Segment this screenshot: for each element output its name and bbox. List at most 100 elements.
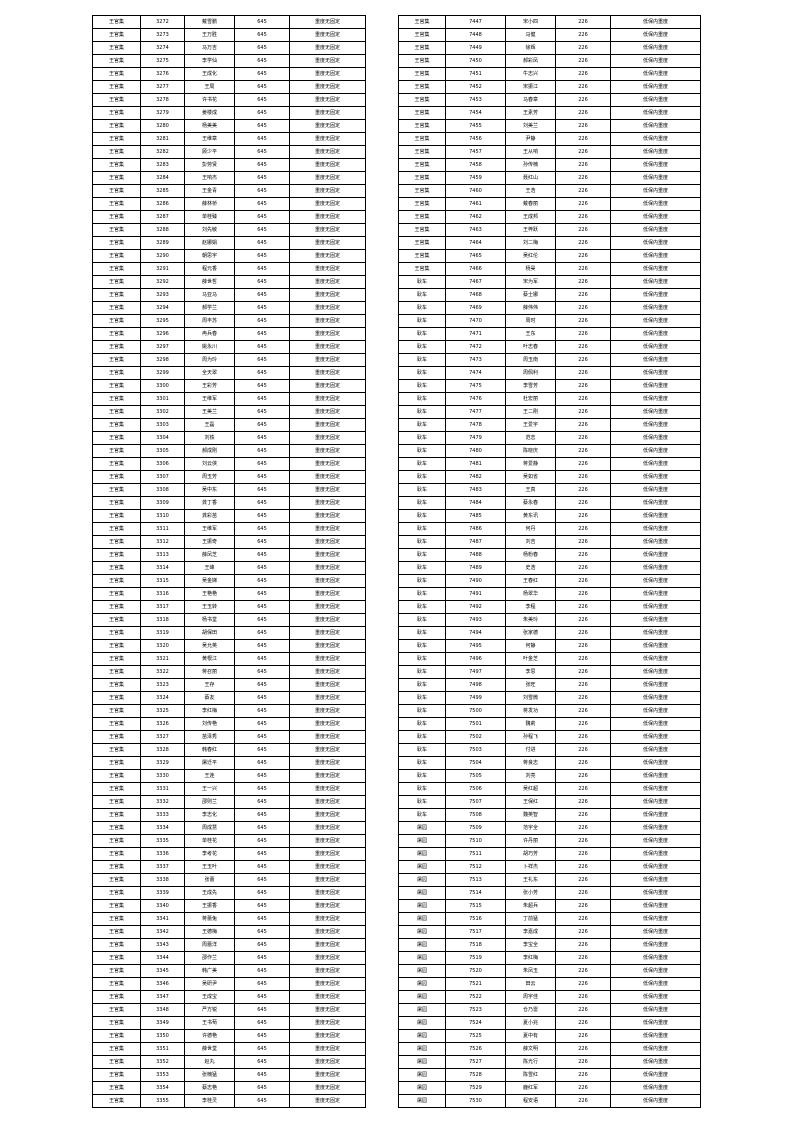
town-cell: 王官集 [92, 444, 141, 458]
town-cell: 王官集 [92, 41, 141, 55]
category-cell: 重度无固定 [289, 808, 366, 822]
town-cell: 耿车 [398, 418, 446, 432]
name-cell: 王玉转 [184, 600, 235, 614]
name-cell: 韩春红 [184, 743, 235, 757]
amount-cell: 226 [555, 353, 611, 367]
table-row: 屠园 7528 陈雪红 226 低保内重度 [398, 1068, 701, 1082]
category-cell: 低保内重度 [610, 600, 701, 614]
amount-cell: 226 [555, 249, 611, 263]
table-row: 王官集 3277 王局 645 重度无固定 [92, 80, 366, 94]
category-cell: 低保内重度 [610, 496, 701, 510]
town-cell: 屠园 [398, 977, 446, 991]
amount-cell: 226 [555, 1003, 611, 1017]
town-cell: 王官集 [398, 210, 446, 224]
category-cell: 重度无固定 [289, 106, 366, 120]
table-row: 耿车 7506 吴红超 226 低保内重度 [398, 782, 701, 796]
name-cell: 邵作兰 [184, 951, 235, 965]
town-cell: 屠园 [398, 1081, 446, 1095]
id-cell: 7519 [445, 951, 506, 965]
amount-cell: 645 [234, 548, 290, 562]
name-cell: 严方锐 [184, 1003, 235, 1017]
name-cell: 王一兴 [184, 782, 235, 796]
id-cell: 7489 [445, 561, 506, 575]
name-cell: 何丹 [505, 522, 556, 536]
table-row: 王官集 3291 程元香 645 重度无固定 [92, 262, 366, 276]
table-row: 王官集 7460 王浩 226 低保内重度 [398, 184, 701, 198]
name-cell: 刘铁 [184, 431, 235, 445]
id-cell: 7520 [445, 964, 506, 978]
town-cell: 屠园 [398, 1029, 446, 1043]
amount-cell: 226 [555, 769, 611, 783]
name-cell: 王维章 [184, 132, 235, 146]
amount-cell: 226 [555, 808, 611, 822]
id-cell: 7514 [445, 886, 506, 900]
id-cell: 7460 [445, 184, 506, 198]
id-cell: 3338 [140, 873, 185, 887]
category-cell: 低保内重度 [610, 392, 701, 406]
town-cell: 王官集 [398, 41, 446, 55]
name-cell: 黄东讯 [505, 509, 556, 523]
name-cell: 王真 [505, 483, 556, 497]
town-cell: 王官集 [92, 1068, 141, 1082]
id-cell: 3281 [140, 132, 185, 146]
table-row: 屠园 7526 薛文明 226 低保内重度 [398, 1042, 701, 1056]
id-cell: 3286 [140, 197, 185, 211]
name-cell: 宋振江 [505, 80, 556, 94]
town-cell: 王官集 [92, 340, 141, 354]
id-cell: 7458 [445, 158, 506, 172]
category-cell: 低保内重度 [610, 67, 701, 81]
town-cell: 王官集 [92, 639, 141, 653]
name-cell: 胡巧芳 [505, 847, 556, 861]
id-cell: 7477 [445, 405, 506, 419]
table-row: 王官集 3312 王振奇 645 重度无固定 [92, 535, 366, 549]
town-cell: 王官集 [92, 119, 141, 133]
table-row: 耿车 7504 蒋良志 226 低保内重度 [398, 756, 701, 770]
town-cell: 屠园 [398, 912, 446, 926]
amount-cell: 645 [234, 106, 290, 120]
name-cell: 王美兰 [184, 405, 235, 419]
amount-cell: 226 [555, 847, 611, 861]
amount-cell: 645 [234, 678, 290, 692]
id-cell: 7511 [445, 847, 506, 861]
table-row: 王官集 3318 杨书堂 645 重度无固定 [92, 613, 366, 627]
amount-cell: 645 [234, 470, 290, 484]
town-cell: 王官集 [398, 28, 446, 42]
category-cell: 重度无固定 [289, 626, 366, 640]
category-cell: 重度无固定 [289, 522, 366, 536]
town-cell: 王官集 [92, 327, 141, 341]
category-cell: 低保内重度 [610, 405, 701, 419]
amount-cell: 226 [555, 15, 611, 29]
category-cell: 重度无固定 [289, 509, 366, 523]
amount-cell: 645 [234, 860, 290, 874]
id-cell: 7475 [445, 379, 506, 393]
town-cell: 王官集 [92, 704, 141, 718]
id-cell: 7530 [445, 1094, 506, 1108]
table-row: 王官集 3314 王峰 645 重度无固定 [92, 561, 366, 575]
category-cell: 重度无固定 [289, 600, 366, 614]
category-cell: 重度无固定 [289, 80, 366, 94]
name-cell: 薛林桥 [184, 197, 235, 211]
table-row: 屠园 7509 范宇全 226 低保内重度 [398, 821, 701, 835]
table-row: 王官集 3288 刘先敏 645 重度无固定 [92, 223, 366, 237]
table-row: 王官集 3282 顾少平 645 重度无固定 [92, 145, 366, 159]
id-cell: 3294 [140, 301, 185, 315]
amount-cell: 645 [234, 613, 290, 627]
town-cell: 王官集 [92, 1055, 141, 1069]
left-table: 王官集 3272 戴雪鹏 645 重度无固定 王官集 3273 王万胜 645 重度无固定 王官集 3… [92, 15, 366, 1108]
name-cell: 李宝全 [505, 938, 556, 952]
table-row: 耿车 7480 陈晓庆 226 低保内重度 [398, 444, 701, 458]
amount-cell: 645 [234, 158, 290, 172]
id-cell: 3298 [140, 353, 185, 367]
town-cell: 王官集 [92, 990, 141, 1004]
category-cell: 低保内重度 [610, 821, 701, 835]
table-row: 王官集 3279 姜楼成 645 重度无固定 [92, 106, 366, 120]
table-row: 耿车 7487 刘吉 226 低保内重度 [398, 535, 701, 549]
table-row: 王官集 3320 吴允英 645 重度无固定 [92, 639, 366, 653]
name-cell: 王春红 [505, 574, 556, 588]
category-cell: 低保内重度 [610, 626, 701, 640]
category-cell: 低保内重度 [610, 54, 701, 68]
table-row: 屠园 7519 李红梅 226 低保内重度 [398, 951, 701, 965]
town-cell: 屠园 [398, 938, 446, 952]
table-row: 王官集 3287 单桂臻 645 重度无固定 [92, 210, 366, 224]
name-cell: 韩广美 [184, 964, 235, 978]
